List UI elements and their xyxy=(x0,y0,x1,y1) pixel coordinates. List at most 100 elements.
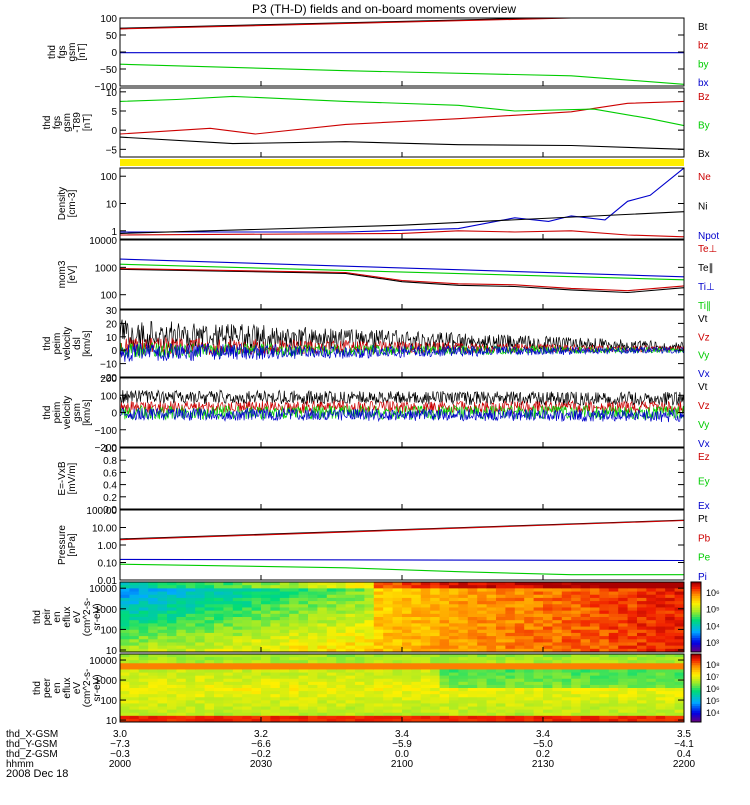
heatmap-cell xyxy=(533,688,544,692)
heatmap-cell xyxy=(458,601,469,605)
heatmap-cell xyxy=(458,629,469,634)
heatmap-cell xyxy=(308,642,318,647)
heatmap-cell xyxy=(486,648,497,652)
heatmap-cell xyxy=(317,694,328,698)
heatmap-cell xyxy=(364,672,375,677)
heatmap-cell xyxy=(627,591,638,596)
heatmap-cell xyxy=(148,715,159,720)
heatmap-cell xyxy=(514,691,525,695)
heatmap-cell xyxy=(326,694,337,698)
heatmap-cell xyxy=(637,681,647,686)
heatmap-cell xyxy=(674,632,684,637)
heatmap-cell xyxy=(430,672,441,677)
heatmap-cell xyxy=(242,700,253,705)
heatmap-cell xyxy=(298,654,309,658)
heatmap-cell xyxy=(486,604,497,609)
heatmap-cell xyxy=(411,706,422,711)
heatmap-cell xyxy=(580,629,591,634)
heatmap-cell xyxy=(345,654,356,658)
heatmap-cell xyxy=(449,706,459,711)
heatmap-cell xyxy=(411,597,422,602)
heatmap-cell xyxy=(176,718,187,722)
heatmap-cell xyxy=(317,610,328,615)
heatmap-cell xyxy=(655,636,666,640)
heatmap-cell xyxy=(232,681,243,686)
heatmap-cell xyxy=(477,669,488,674)
heatmap-cell xyxy=(420,617,431,621)
heatmap-cell xyxy=(195,672,206,677)
heatmap-cell xyxy=(608,582,619,586)
heatmap-cell xyxy=(599,629,610,634)
heatmap-cell xyxy=(561,681,572,686)
heatmap-cell xyxy=(148,678,159,683)
heatmap-cell xyxy=(138,636,149,640)
heatmap-cell xyxy=(486,709,497,714)
heatmap-cell xyxy=(543,718,553,722)
heatmap-cell xyxy=(270,666,281,671)
heatmap-cell xyxy=(608,712,619,717)
heatmap-cell xyxy=(176,639,187,644)
heatmap-cell xyxy=(655,582,666,586)
heatmap-cell xyxy=(402,648,412,652)
heatmap-cell xyxy=(402,718,412,722)
heatmap-cell xyxy=(411,632,422,637)
heatmap-cell xyxy=(392,597,403,602)
heatmap-cell xyxy=(665,620,676,624)
heatmap-cell xyxy=(157,718,168,722)
heatmap-cell xyxy=(355,669,365,674)
heatmap-cell xyxy=(223,660,234,664)
heatmap-cell xyxy=(505,691,516,695)
heatmap-cell xyxy=(590,681,600,686)
heatmap-cell xyxy=(674,591,684,596)
heatmap-cell xyxy=(120,623,130,628)
heatmap-cell xyxy=(608,675,619,680)
heatmap-cell xyxy=(289,642,300,647)
heatmap-cell xyxy=(270,591,281,596)
heatmap-cell xyxy=(129,666,140,671)
heatmap-cell xyxy=(514,636,525,640)
heatmap-cell xyxy=(580,715,591,720)
heatmap-cell xyxy=(486,706,497,711)
heatmap-cell xyxy=(364,613,375,618)
heatmap-cell xyxy=(561,697,572,701)
heatmap-cell xyxy=(477,597,488,602)
heatmap-cell xyxy=(411,607,422,612)
heatmap-cell xyxy=(383,617,394,621)
legend-entry: Vx xyxy=(698,439,710,450)
heatmap-cell xyxy=(514,610,525,615)
heatmap-cell xyxy=(552,718,563,722)
heatmap-cell xyxy=(533,715,544,720)
heatmap-cell xyxy=(458,617,469,621)
colorbar-segment xyxy=(691,582,701,585)
heatmap-cell xyxy=(637,703,647,708)
heatmap-cell xyxy=(223,636,234,640)
heatmap-cell xyxy=(430,694,441,698)
heatmap-cell xyxy=(204,718,215,722)
colorbar-segment xyxy=(691,663,701,666)
heatmap-cell xyxy=(524,642,535,647)
heatmap-cell xyxy=(477,663,488,667)
heatmap-cell xyxy=(665,645,676,650)
heatmap-cell xyxy=(129,585,140,589)
heatmap-cell xyxy=(514,642,525,647)
heatmap-cell xyxy=(289,648,300,652)
heatmap-cell xyxy=(665,636,676,640)
heatmap-cell xyxy=(514,684,525,689)
heatmap-cell xyxy=(420,691,431,695)
heatmap-cell xyxy=(533,626,544,631)
heatmap-cell xyxy=(345,700,356,705)
heatmap-cell xyxy=(637,629,647,634)
heatmap-cell xyxy=(345,706,356,711)
heatmap-cell xyxy=(646,694,657,698)
heatmap-cell xyxy=(261,591,271,596)
heatmap-cell xyxy=(637,607,647,612)
panel-frame xyxy=(119,17,685,87)
heatmap-cell xyxy=(627,700,638,705)
heatmap-cell xyxy=(336,694,347,698)
heatmap-cell xyxy=(439,597,450,602)
heatmap-cell xyxy=(167,678,177,683)
heatmap-cell xyxy=(590,669,600,674)
heatmap-cell xyxy=(608,645,619,650)
heatmap-cell xyxy=(308,697,318,701)
